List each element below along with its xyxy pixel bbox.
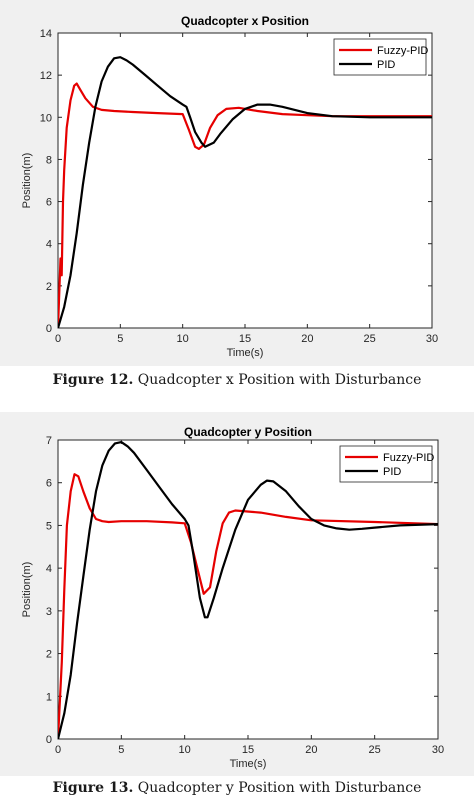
y-tick-label: 1	[46, 691, 52, 703]
series-line-pid	[58, 441, 438, 739]
x-tick-label: 5	[118, 744, 124, 756]
chart-panel-x-position: Quadcopter x Position 0 5 10 15 20 25 30 0 2 4 6 8 10…	[0, 0, 474, 366]
x-tick-label: 30	[426, 333, 438, 345]
y-tick-label: 7	[46, 435, 52, 447]
plot-area	[57, 32, 433, 329]
y-tick-label: 12	[40, 70, 52, 82]
chart-panel-y-position: Quadcopter y Position 0 5 10 15 20 25 30 0 1 2 3 4 5 6…	[0, 412, 474, 776]
legend-label-fuzzy-pid: Fuzzy-PID	[377, 45, 428, 57]
x-tick-label: 15	[242, 744, 254, 756]
y-tick-label: 8	[46, 154, 52, 166]
legend-label-pid: PID	[377, 59, 395, 71]
figure-12-caption: Figure 12. Quadcopter x Position with Di…	[0, 372, 474, 388]
series-line-pid	[58, 56, 432, 328]
x-tick-label: 5	[117, 333, 123, 345]
x-tick-label: 25	[369, 744, 381, 756]
series-line-fuzzy-pid	[58, 82, 432, 328]
figure-13-label: Figure 13.	[52, 780, 134, 796]
y-tick-label: 2	[46, 649, 52, 661]
y-tick-label: 6	[46, 197, 52, 209]
y-tick-label: 3	[46, 606, 52, 618]
y-axis-label: Position(m)	[21, 153, 33, 209]
x-tick-label: 30	[432, 744, 444, 756]
figure-12-text: Quadcopter x Position with Disturbance	[137, 372, 422, 388]
x-axis-label: Time(s)	[230, 758, 267, 770]
chart-title: Quadcopter x Position	[181, 14, 309, 28]
legend-label-fuzzy-pid: Fuzzy-PID	[383, 452, 434, 464]
plot-area	[57, 439, 439, 740]
figure-12-label: Figure 12.	[52, 372, 134, 388]
x-tick-label: 25	[364, 333, 376, 345]
y-tick-label: 4	[46, 563, 52, 575]
y-tick-label: 14	[40, 28, 52, 40]
y-axis-label: Position(m)	[21, 562, 33, 618]
x-tick-label: 20	[301, 333, 313, 345]
figure-13-caption: Figure 13. Quadcopter y Position with Di…	[0, 780, 474, 796]
y-tick-label: 6	[46, 478, 52, 490]
legend-label-pid: PID	[383, 466, 401, 478]
x-tick-label: 10	[179, 744, 191, 756]
x-tick-label: 0	[55, 744, 61, 756]
legend-box	[339, 445, 433, 483]
x-axis-label: Time(s)	[227, 347, 264, 359]
legend-box	[333, 38, 427, 76]
y-tick-label: 4	[46, 239, 52, 251]
figure-13-text: Quadcopter y Position with Disturbance	[137, 780, 422, 796]
y-tick-label: 0	[46, 323, 52, 335]
y-tick-label: 10	[40, 112, 52, 124]
x-tick-label: 20	[305, 744, 317, 756]
x-tick-label: 10	[177, 333, 189, 345]
x-tick-label: 0	[55, 333, 61, 345]
chart-title: Quadcopter y Position	[184, 425, 312, 439]
y-tick-label: 5	[46, 520, 52, 532]
x-tick-label: 15	[239, 333, 251, 345]
y-tick-label: 2	[46, 281, 52, 293]
y-tick-label: 0	[46, 734, 52, 746]
chart-y-position: Quadcopter y Position 0 5 10 15 20 25 30 0 1 2 3 4 5 6…	[21, 425, 444, 770]
chart-x-position: Quadcopter x Position 0 5 10 15 20 25 30 0 2 4 6 8 10…	[21, 14, 438, 359]
